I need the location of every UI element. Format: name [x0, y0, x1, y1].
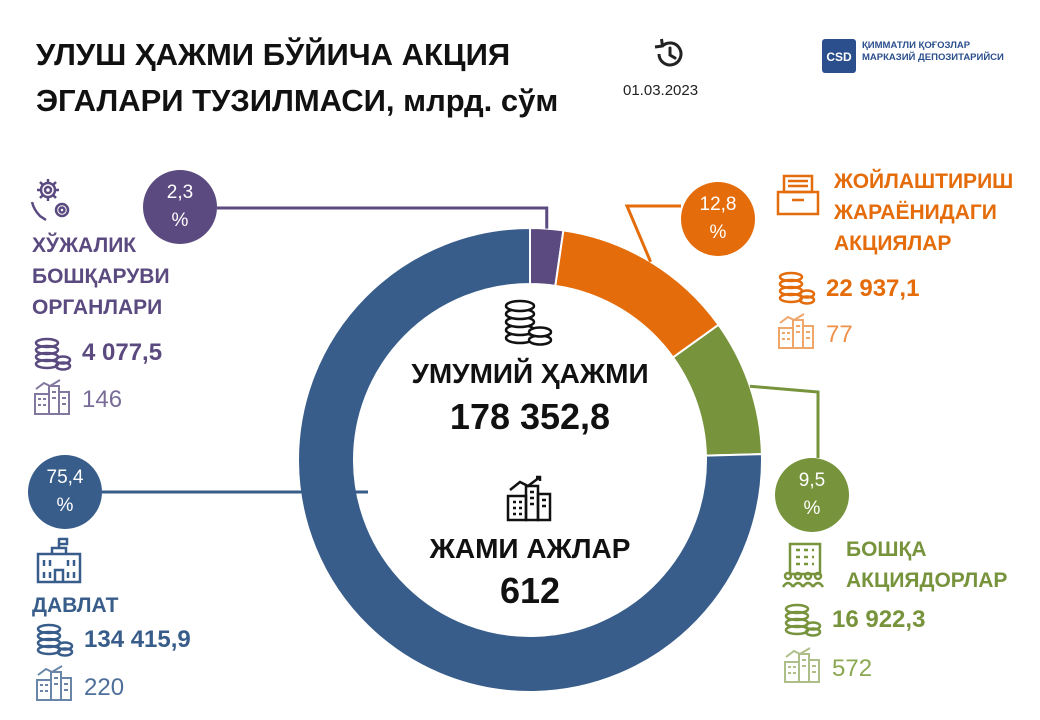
title-line-1: УЛУШ ҲАЖМИ БЎЙИЧА АКЦИЯ [36, 37, 511, 72]
logo-line-1: ҚИММАТЛИ ҚОҒОЗЛАР [862, 40, 971, 51]
other-percent-bubble: 9,5 % [775, 458, 849, 532]
other-label: БОШҚА АКЦИЯДОРЛАР [846, 534, 1007, 596]
total-volume-label: УМУМИЙ ҲАЖМИ [411, 358, 649, 389]
placement-label-1: ЖОЙЛАШТИРИШ [834, 170, 1014, 193]
placement-label: ЖОЙЛАШТИРИШ ЖАРАЁНИДАГИ АКЦИЯЛАР [834, 166, 1013, 259]
placement-count: 77 [826, 321, 853, 348]
economic-coins-icon [34, 337, 72, 371]
shareholders-building-icon [781, 542, 825, 588]
other-label-2: АКЦИЯДОРЛАР [846, 569, 1008, 592]
state-buildings-icon [36, 665, 72, 701]
document-box-icon [776, 174, 820, 216]
leader-economic [217, 206, 549, 229]
economic-label: ХЎЖАЛИК БОШҚАРУВИ ОРГАНЛАРИ [32, 230, 170, 323]
economic-percent-bubble: 2,3 % [143, 170, 217, 244]
csd-logo: CSD [822, 39, 856, 73]
other-label-1: БОШҚА [846, 538, 927, 561]
economic-amount: 4 077,5 [82, 339, 163, 366]
state-label: ДАВЛАТ [32, 594, 119, 617]
history-icon [654, 38, 683, 67]
placement-buildings-icon [778, 313, 814, 349]
other-coins-icon [784, 603, 822, 637]
placement-percent-sign: % [709, 222, 727, 243]
other-buildings-icon [784, 647, 820, 683]
economic-percent-sign: % [171, 210, 189, 231]
economic-percent-value: 2,3 [166, 182, 194, 203]
report-date: 01.03.2023 [623, 82, 699, 99]
government-building-icon [36, 537, 82, 584]
economic-label-1: ХЎЖАЛИК [32, 234, 137, 257]
leader-placement [624, 204, 681, 263]
total-volume-value: 178 352,8 [449, 396, 611, 437]
economic-label-2: БОШҚАРУВИ [32, 265, 170, 288]
total-shares-value: 612 [499, 570, 561, 611]
other-percent-value: 9,5 [798, 470, 826, 491]
economic-label-3: ОРГАНЛАРИ [32, 296, 163, 319]
logo-mark: CSD [826, 50, 852, 64]
placement-label-2: ЖАРАЁНИДАГИ [834, 201, 997, 224]
buildings-chart-icon [506, 475, 552, 522]
page-title: УЛУШ ҲАЖМИ БЎЙИЧА АКЦИЯ ЭГАЛАРИ ТУЗИЛМАС… [36, 32, 636, 124]
placement-percent-bubble: 12,8 % [681, 182, 755, 256]
economic-buildings-icon [34, 379, 70, 415]
state-amount: 134 415,9 [84, 626, 191, 653]
placement-percent-value: 12,8 [699, 194, 737, 215]
total-shares-label: ЖАМИ АЖЛАР [429, 533, 631, 564]
leader-other [749, 384, 820, 458]
state-percent-bubble: 75,4 % [28, 455, 102, 529]
state-coins-icon [36, 623, 74, 657]
slice-state [297, 226, 763, 693]
logo-line-2: МАРКАЗИЙ ДЕПОЗИТАРИЙСИ [862, 52, 1004, 63]
placement-label-3: АКЦИЯЛАР [834, 232, 952, 255]
title-line-2: ЭГАЛАРИ ТУЗИЛМАСИ, млрд. сўм [36, 83, 559, 118]
other-amount: 16 922,3 [832, 606, 926, 633]
economic-count: 146 [82, 386, 123, 413]
slice-placement [554, 229, 720, 359]
other-percent-sign: % [803, 498, 821, 519]
coins-icon [504, 299, 553, 346]
logo-text: ҚИММАТЛИ ҚОҒОЗЛАР МАРКАЗИЙ ДЕПОЗИТАРИЙСИ [862, 40, 1032, 64]
state-percent-sign: % [56, 495, 74, 516]
gears-hand-icon [30, 179, 70, 222]
state-count: 220 [84, 674, 125, 701]
placement-amount: 22 937,1 [826, 275, 920, 302]
state-percent-value: 75,4 [46, 467, 84, 488]
placement-coins-icon [778, 271, 816, 305]
other-count: 572 [832, 655, 873, 682]
